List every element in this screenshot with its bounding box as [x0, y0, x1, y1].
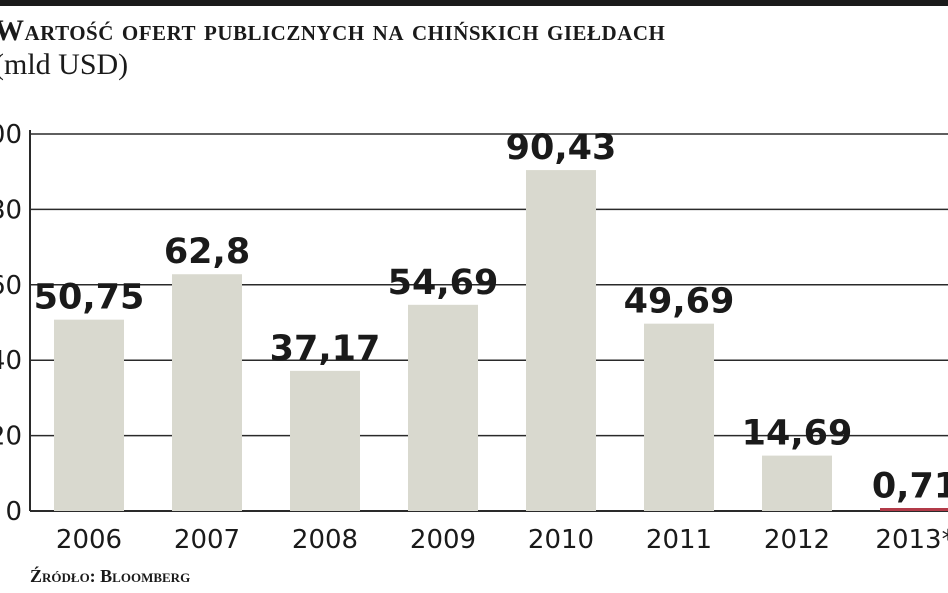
- x-tick-label: 2011: [646, 525, 712, 555]
- chart-subtitle: (mld USD): [0, 48, 129, 81]
- bar: [762, 455, 832, 511]
- x-tick-label: 2010: [528, 525, 594, 555]
- x-tick-label: 2008: [292, 525, 358, 555]
- chart-title: Wartość ofert publicznych na chińskich g…: [0, 14, 666, 47]
- data-label: 50,75: [34, 278, 145, 318]
- data-label: 90,43: [506, 128, 617, 168]
- y-tick-label: 80: [0, 195, 22, 225]
- bar: [526, 170, 596, 511]
- bar: [880, 508, 948, 511]
- y-tick-label: 0: [5, 497, 22, 527]
- data-label: 14,69: [742, 414, 853, 454]
- data-label: 37,17: [270, 329, 381, 369]
- x-tick-label: 2007: [174, 525, 240, 555]
- y-tick-label: 20: [0, 422, 22, 452]
- x-tick-label: 2013*: [875, 525, 948, 555]
- x-tick-label: 2012: [764, 525, 830, 555]
- bar: [54, 319, 124, 511]
- data-label: 62,8: [164, 232, 250, 272]
- data-label: 49,69: [624, 282, 735, 322]
- y-tick-label: 100: [0, 120, 22, 150]
- x-tick-label: 2009: [410, 525, 476, 555]
- data-label: 0,71: [872, 466, 948, 506]
- data-label: 54,69: [388, 263, 499, 303]
- y-tick-label: 60: [0, 271, 22, 301]
- bar: [408, 304, 478, 511]
- x-tick-label: 2006: [56, 525, 122, 555]
- bar: [290, 370, 360, 511]
- source-note: Źródło: Bloomberg: [30, 566, 191, 586]
- bar: [644, 323, 714, 511]
- top-rule: [0, 0, 948, 6]
- bar: [172, 274, 242, 511]
- y-tick-label: 40: [0, 346, 22, 376]
